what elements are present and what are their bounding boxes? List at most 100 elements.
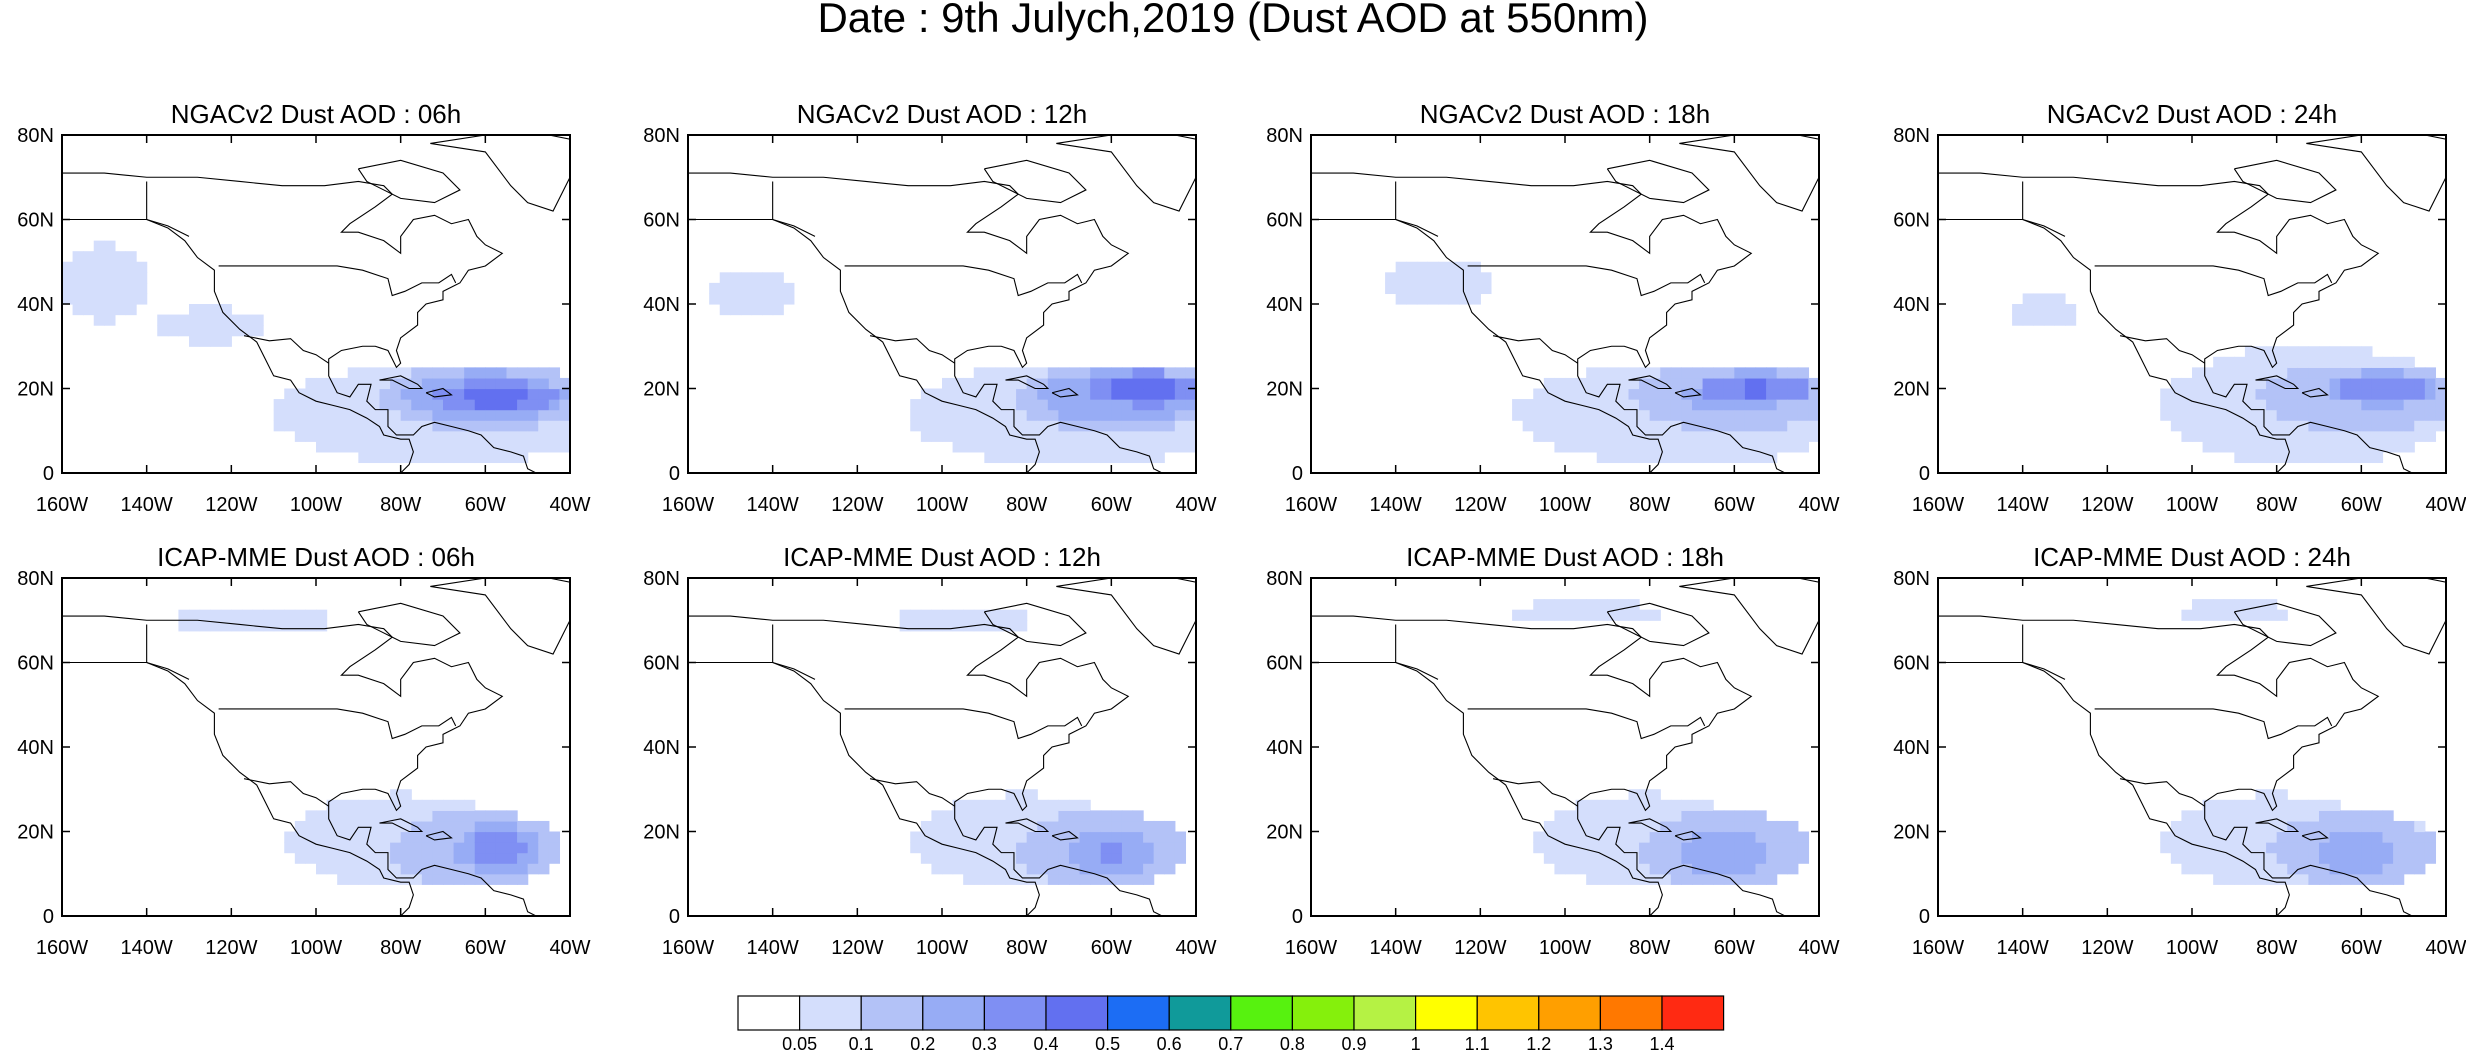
aod-cell — [1586, 842, 1598, 854]
aod-cell — [973, 842, 985, 854]
aod-cell — [538, 420, 550, 432]
aod-cell — [2213, 356, 2225, 368]
aod-cell — [485, 399, 497, 411]
aod-cell — [2234, 420, 2246, 432]
aod-cell — [495, 842, 508, 854]
aod-cell — [1617, 441, 1630, 453]
aod-cell — [942, 863, 954, 875]
aod-cell — [1111, 810, 1123, 822]
aod-cell — [1766, 852, 1778, 864]
aod-cell — [1016, 831, 1028, 843]
aod-cell — [1058, 367, 1070, 379]
aod-cell — [1755, 842, 1767, 854]
aod-cell — [390, 441, 402, 453]
aod-cell — [400, 842, 412, 854]
aod-cell — [2223, 873, 2235, 885]
aod-cell — [358, 399, 370, 411]
aod-cell — [1607, 842, 1619, 854]
aod-cell — [963, 399, 975, 411]
coastline-hispaniola — [1051, 387, 1079, 398]
aod-cell — [432, 388, 444, 400]
aod-cell — [1607, 873, 1619, 885]
colorbar-label: 0.05 — [782, 1034, 817, 1054]
coastline-border49 — [2094, 708, 2333, 740]
coastline-cuba — [2255, 375, 2300, 390]
aod-cell — [1617, 842, 1630, 854]
aod-cell — [1692, 399, 1704, 411]
aod-cell — [305, 810, 317, 822]
aod-cell — [2361, 873, 2373, 885]
lat-tick-label: 20N — [1893, 822, 1930, 844]
aod-cell — [1797, 430, 1810, 442]
aod-cell — [167, 314, 180, 326]
aod-cell — [984, 399, 996, 411]
aod-cell — [2297, 346, 2310, 358]
aod-cell — [1090, 810, 1102, 822]
aod-cell — [2361, 430, 2373, 442]
aod-cell — [2424, 388, 2437, 400]
aod-cell — [1153, 852, 1165, 864]
aod-cell — [1079, 399, 1091, 411]
aod-cell — [1660, 430, 1672, 442]
aod-cell — [2160, 409, 2172, 421]
aod-cell — [1639, 420, 1651, 432]
aod-cell — [931, 831, 943, 843]
aod-cell — [1713, 873, 1725, 885]
aod-cell — [1090, 441, 1102, 453]
lon-tick-label: 120W — [2081, 494, 2133, 516]
coastline-cuba — [1005, 818, 1050, 833]
aod-cell — [517, 451, 529, 464]
aod-cell — [2202, 388, 2214, 400]
aod-cell — [400, 367, 412, 379]
aod-cell — [1047, 863, 1060, 875]
coastline-mexBorder — [869, 335, 956, 364]
aod-cell — [1649, 367, 1661, 379]
colorbar-swatch — [1291, 995, 1355, 1031]
aod-cell — [1111, 852, 1123, 864]
aod-cell — [1617, 388, 1630, 400]
lat-tick-label: 40N — [1266, 737, 1303, 759]
aod-cell — [2403, 820, 2415, 833]
aod-cell — [1469, 261, 1481, 273]
aod-cell — [548, 441, 561, 453]
aod-cell — [1660, 863, 1672, 875]
aod-cell — [1079, 451, 1091, 464]
aod-cell — [400, 820, 412, 833]
aod-cell — [305, 820, 317, 833]
aod-cell — [1079, 863, 1091, 875]
aod-cell — [1639, 831, 1651, 843]
aod-cell — [2297, 420, 2310, 432]
aod-cell — [2308, 852, 2320, 864]
aod-cell — [1670, 799, 1683, 811]
aod-cell — [1153, 377, 1165, 390]
aod-cell — [1797, 399, 1810, 411]
aod-cell — [1596, 441, 1608, 453]
aod-cell — [1047, 377, 1060, 390]
lat-tick-label: 20N — [643, 822, 680, 844]
aod-cell — [2234, 399, 2246, 411]
aod-cell — [2170, 842, 2183, 854]
aod-cell — [2287, 842, 2299, 854]
aod-cell — [1100, 420, 1112, 432]
aod-cell — [942, 842, 954, 854]
aod-cell — [2170, 399, 2183, 411]
aod-cell — [1047, 409, 1060, 421]
aod-cell — [506, 842, 518, 854]
aod-cell — [1512, 409, 1524, 421]
aod-cell — [2350, 420, 2362, 432]
aod-cell — [984, 441, 996, 453]
map-area — [1938, 135, 2446, 473]
aod-cell — [347, 409, 359, 421]
aod-cell — [984, 799, 996, 811]
aod-cell — [2192, 377, 2204, 390]
aod-cell — [62, 261, 74, 273]
aod-cell — [157, 325, 169, 337]
aod-cell — [973, 609, 985, 621]
lon-tick-label: 80W — [2256, 494, 2297, 516]
aod-cell — [762, 304, 774, 316]
aod-cell — [1005, 399, 1017, 411]
aod-cell — [1670, 420, 1683, 432]
aod-cell — [2329, 873, 2341, 885]
aod-cell — [358, 420, 370, 432]
aod-cell — [2424, 377, 2437, 390]
